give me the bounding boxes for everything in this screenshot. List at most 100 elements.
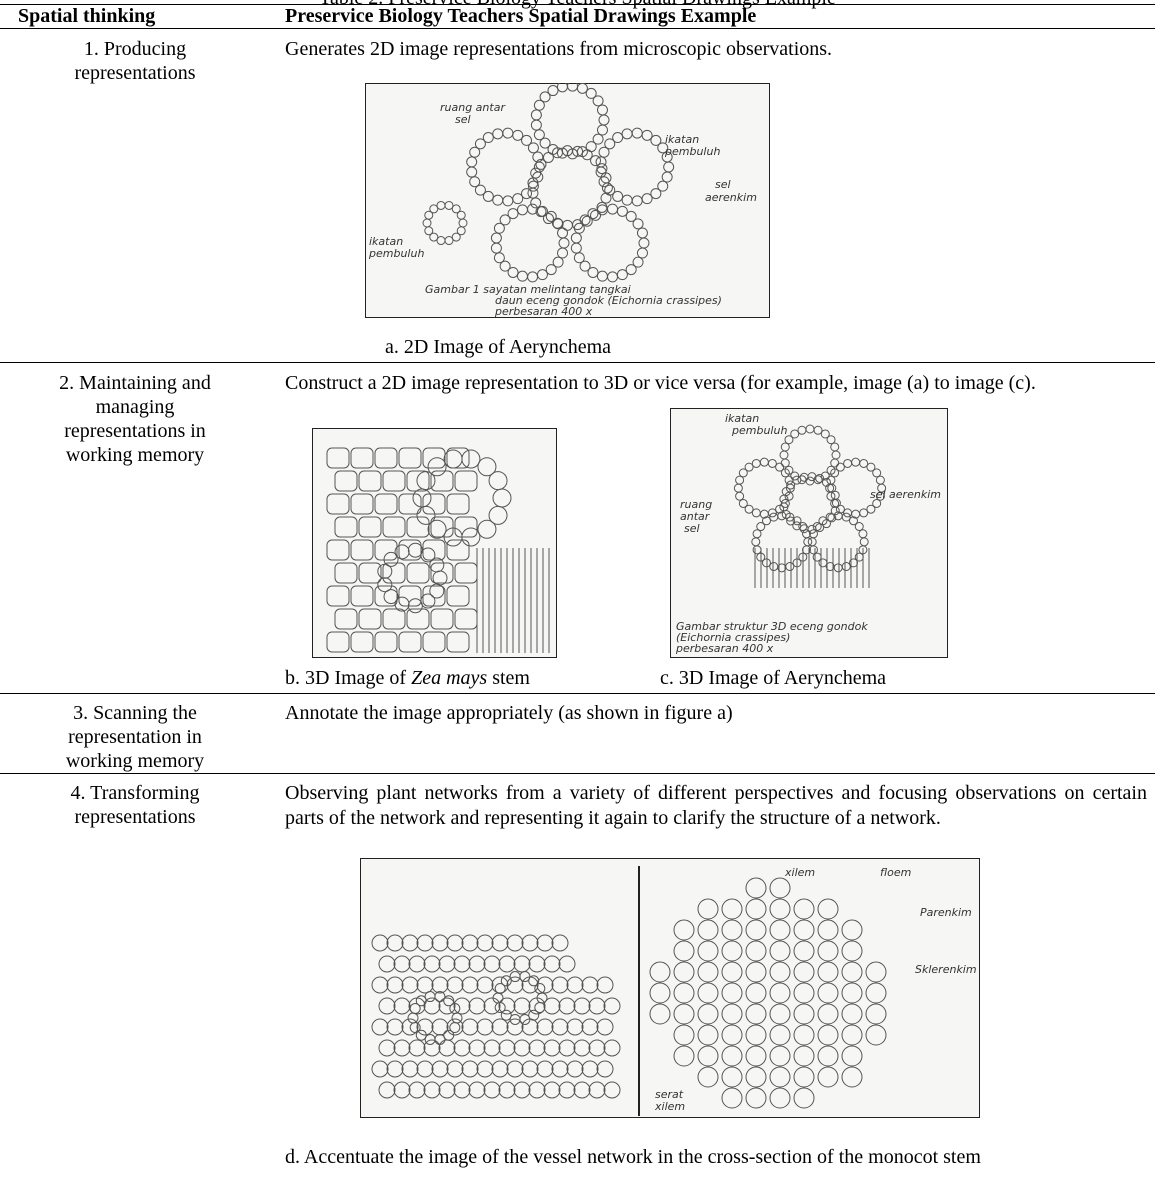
sketch-stroke [826, 475, 836, 485]
sketch-stroke [430, 562, 454, 584]
sketch-stroke [461, 934, 479, 952]
sketch-stroke [393, 997, 411, 1015]
handwritten-label: perbesaran 400 x [675, 642, 774, 655]
sketch-stroke [721, 982, 743, 1004]
figure-image: ikatan pembuluh ruang antar sel sel aere… [670, 408, 948, 658]
sketch-stroke [551, 1018, 569, 1036]
sketch-stroke [625, 264, 637, 276]
sketch-stroke [745, 1003, 767, 1025]
sketch-stroke [673, 1045, 695, 1067]
sketch-stroke [827, 513, 837, 523]
sketch-stroke [443, 1029, 455, 1041]
sketch-stroke [476, 934, 494, 952]
sketch-stroke [543, 1039, 561, 1057]
sketch-stroke [865, 961, 887, 983]
sketch-stroke [491, 1060, 509, 1078]
sketch-stroke [430, 608, 454, 630]
sketch-stroke [785, 512, 795, 522]
sketch-stroke [420, 547, 436, 563]
sketch-stroke [491, 1018, 509, 1036]
sketch-stroke [798, 522, 808, 532]
handwritten-label: antar [680, 510, 711, 523]
sketch-stroke [468, 1081, 486, 1099]
sketch-stroke [466, 166, 478, 178]
sketch-stroke [596, 1018, 614, 1036]
sketch-stroke [438, 1039, 456, 1057]
sketch-stroke [547, 85, 559, 97]
sketch-stroke [521, 188, 533, 200]
sketch-stroke [812, 552, 822, 562]
sketch-stroke [451, 1012, 463, 1024]
sketch-stroke [552, 218, 564, 230]
sketch-stroke [663, 161, 675, 173]
sketch-stroke [513, 1039, 531, 1057]
sketch-stroke [830, 442, 840, 452]
sketch-stroke [393, 1039, 411, 1057]
sketch-stroke [581, 976, 599, 994]
sketch-stroke [775, 504, 785, 514]
sketch-stroke [573, 222, 585, 234]
sketch-stroke [738, 498, 748, 508]
sketch-stroke [573, 252, 585, 264]
image-border [670, 408, 948, 658]
sketch-stroke [552, 256, 564, 268]
sketch-stroke [566, 1060, 584, 1078]
sketch-stroke [454, 470, 478, 492]
sketch-stroke [382, 470, 406, 492]
sketch-stroke [383, 551, 399, 567]
sketch-stroke [382, 516, 406, 538]
sketch-stroke [612, 190, 624, 202]
rule [0, 362, 1155, 363]
sketch-stroke [398, 585, 422, 607]
sketch-stroke [805, 424, 815, 434]
sketch-stroke [401, 934, 419, 952]
sketch-stroke [759, 457, 769, 467]
sketch-stroke [784, 475, 794, 485]
sketch-stroke [579, 260, 591, 272]
handwritten-label: ikatan [725, 412, 759, 425]
sketch-stroke [576, 83, 588, 94]
sketch-stroke [561, 219, 573, 231]
sketch-stroke [769, 898, 791, 920]
sketch-stroke [649, 1003, 671, 1025]
sketch-stroke [841, 562, 851, 572]
sketch-stroke [536, 1018, 554, 1036]
sketch-stroke [468, 955, 486, 973]
sketch-stroke [581, 1018, 599, 1036]
sketch-stroke [826, 435, 836, 445]
sketch-stroke [721, 1087, 743, 1109]
sketch-stroke [469, 146, 481, 158]
sketch-stroke [424, 210, 434, 220]
sketch-stroke [461, 1018, 479, 1036]
sketch-stroke [422, 539, 446, 561]
sketch-stroke [468, 997, 486, 1015]
sketch-stroke [558, 1039, 576, 1057]
sketch-stroke [566, 976, 584, 994]
sketch-stroke [657, 180, 669, 192]
sketch-stroke [326, 539, 350, 561]
figure-image: xilem floem Parenkim Sklerenkim serat xi… [360, 858, 980, 1118]
figure-image [312, 428, 557, 658]
sketch-stroke [409, 1002, 421, 1014]
sketch-stroke [841, 1045, 863, 1067]
sketch-stroke [780, 458, 790, 468]
sketch-stroke [527, 203, 539, 215]
sketch-stroke [386, 934, 404, 952]
sketch-stroke [431, 976, 449, 994]
sketch-stroke [721, 961, 743, 983]
sketch-stroke [374, 493, 398, 515]
sketch-stroke [769, 877, 791, 899]
sketch-stroke [721, 940, 743, 962]
sketch-stroke [408, 1081, 426, 1099]
sketch-stroke [697, 919, 719, 941]
handwritten-label: sel aerenkim [870, 488, 941, 501]
sketch-stroke [434, 1033, 446, 1045]
sketch-stroke [596, 976, 614, 994]
sketch-stroke [769, 1045, 791, 1067]
sketch-stroke [636, 227, 648, 239]
sketch-stroke [780, 442, 790, 452]
sketch-stroke [532, 171, 544, 183]
sketch-stroke [431, 1018, 449, 1036]
sketch-stroke [721, 1003, 743, 1025]
sketch-stroke [601, 182, 613, 194]
